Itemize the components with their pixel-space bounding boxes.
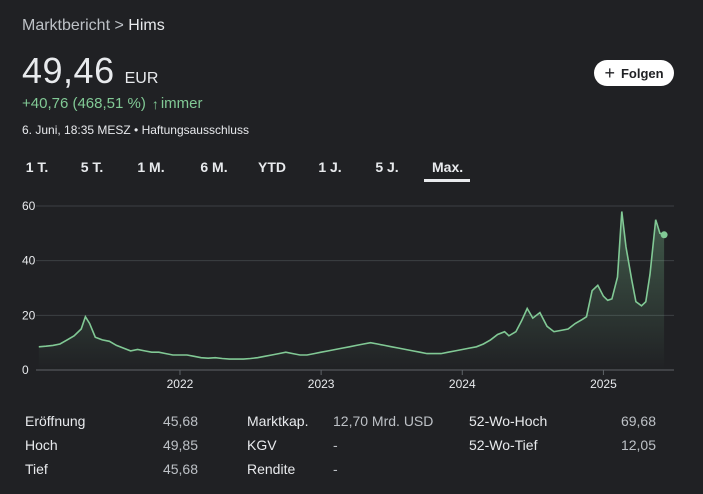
- stat-label-52w-low: 52-Wo-Tief: [469, 437, 538, 453]
- tab-max[interactable]: Max.: [424, 152, 470, 182]
- y-tick-label: 0: [22, 363, 29, 377]
- breadcrumb-parent[interactable]: Marktbericht: [22, 17, 111, 34]
- stat-label-open: Eröffnung: [25, 413, 86, 429]
- stat-value-52w-low: 12,05: [620, 437, 656, 453]
- stat-value-open: 45,68: [162, 413, 198, 429]
- plus-icon: +: [604, 63, 615, 83]
- current-price-marker: [660, 231, 668, 239]
- follow-button-label: Folgen: [620, 65, 664, 81]
- stat-label-pe-ratio: KGV: [247, 437, 277, 453]
- stat-label-52w-high: 52-Wo-Hoch: [469, 413, 548, 429]
- stat-value-52w-high: 69,68: [620, 413, 656, 429]
- stat-value-pe-ratio: -: [333, 437, 338, 453]
- price-change: +40,76 (468,51 %) ↑ immer: [22, 95, 203, 112]
- y-tick-label: 40: [22, 254, 36, 268]
- stat-value-high: 49,85: [162, 437, 198, 453]
- stat-value-low: 45,68: [162, 461, 198, 477]
- tab-1-day[interactable]: 1 T.: [25, 159, 49, 175]
- price-row: 49,46 EUR: [22, 50, 158, 92]
- y-tick-label: 60: [22, 199, 36, 213]
- x-tick-label: 2022: [167, 377, 194, 391]
- current-price: 49,46: [22, 50, 115, 91]
- price-currency: EUR: [124, 70, 159, 87]
- change-period: immer: [160, 95, 203, 112]
- stat-label-market-cap: Marktkap.: [247, 413, 309, 429]
- stat-value-market-cap: 12,70 Mrd. USD: [333, 413, 434, 429]
- breadcrumb-current: Hims: [128, 17, 165, 34]
- price-line: [38, 211, 665, 360]
- tab-ytd[interactable]: YTD: [258, 159, 286, 175]
- tab-5-years[interactable]: 5 J.: [375, 159, 399, 175]
- stat-label-dividend-yield: Rendite: [247, 461, 296, 477]
- x-tick-label: 2023: [308, 377, 335, 391]
- price-area: [38, 211, 665, 370]
- x-tick-label: 2024: [449, 377, 476, 391]
- stat-label-high: Hoch: [25, 437, 58, 453]
- tab-6-months[interactable]: 6 M.: [200, 159, 228, 175]
- timestamp-disclaimer: 6. Juni, 18:35 MESZ • Haftungsausschluss: [22, 123, 249, 137]
- stat-value-dividend-yield: -: [333, 461, 338, 477]
- stat-label-low: Tief: [25, 461, 48, 477]
- change-text: +40,76 (468,51 %): [22, 95, 146, 112]
- price-chart[interactable]: 0 20 40 60 2022 2023 2024 2025: [0, 195, 703, 400]
- x-tick-label: 2025: [590, 377, 617, 391]
- tab-1-month[interactable]: 1 M.: [137, 159, 165, 175]
- up-arrow-icon: ↑: [151, 95, 159, 112]
- breadcrumb-separator: >: [114, 17, 124, 34]
- y-tick-label: 20: [22, 308, 36, 322]
- tab-1-year[interactable]: 1 J.: [318, 159, 342, 175]
- breadcrumb: Marktbericht > Hims: [22, 17, 165, 35]
- tab-5-days[interactable]: 5 T.: [80, 159, 104, 175]
- follow-button[interactable]: + Folgen: [594, 60, 674, 86]
